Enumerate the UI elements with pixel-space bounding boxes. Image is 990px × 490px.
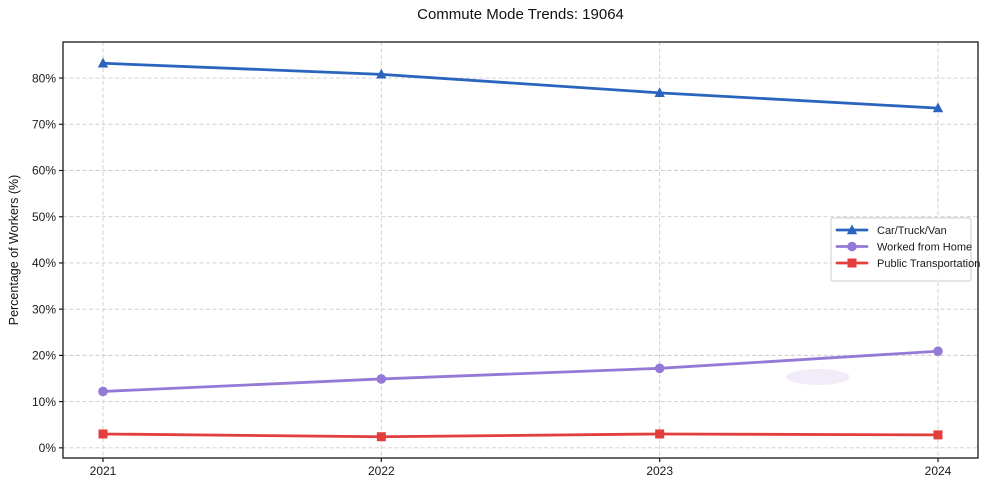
y-tick-label: 60% — [32, 164, 56, 178]
data-point-square — [655, 429, 665, 439]
data-point-triangle — [932, 102, 944, 113]
x-tick-label: 2022 — [368, 464, 395, 478]
x-tick-label: 2023 — [646, 464, 673, 478]
y-tick-label: 0% — [39, 441, 57, 455]
data-point-triangle — [376, 68, 387, 79]
data-point-triangle — [654, 87, 665, 98]
y-tick-label: 50% — [32, 210, 56, 224]
watermark-smudge — [786, 369, 850, 385]
data-point-circle — [376, 374, 387, 384]
data-point-triangle — [846, 224, 858, 235]
data-point-square — [98, 429, 108, 439]
data-point-square — [376, 432, 386, 442]
y-tick-label: 30% — [32, 302, 56, 316]
legend-label: Worked from Home — [877, 241, 972, 253]
legend-box — [830, 217, 972, 282]
x-tick-label: 2024 — [925, 464, 952, 478]
data-point-circle — [847, 241, 857, 252]
data-point-square — [933, 430, 943, 440]
y-tick-label: 70% — [32, 117, 56, 131]
chart-title: Commute Mode Trends: 19064 — [417, 6, 624, 23]
series-line — [101, 432, 940, 439]
series-line — [101, 349, 940, 393]
legend-label: Car/Truck/Van — [877, 225, 947, 237]
data-point-square — [847, 258, 857, 268]
y-tick-label: 40% — [32, 256, 56, 270]
series-line — [101, 61, 940, 110]
data-point-circle — [98, 386, 108, 397]
data-point-triangle — [97, 57, 109, 68]
y-tick-label: 10% — [32, 395, 56, 409]
y-tick-label: 20% — [32, 349, 56, 363]
data-point-circle — [933, 346, 943, 357]
legend-label: Public Transportation — [877, 258, 980, 270]
x-tick-label: 2021 — [90, 464, 117, 478]
data-point-circle — [654, 363, 665, 374]
axis-frame — [62, 41, 979, 459]
y-tick-label: 80% — [32, 71, 56, 85]
